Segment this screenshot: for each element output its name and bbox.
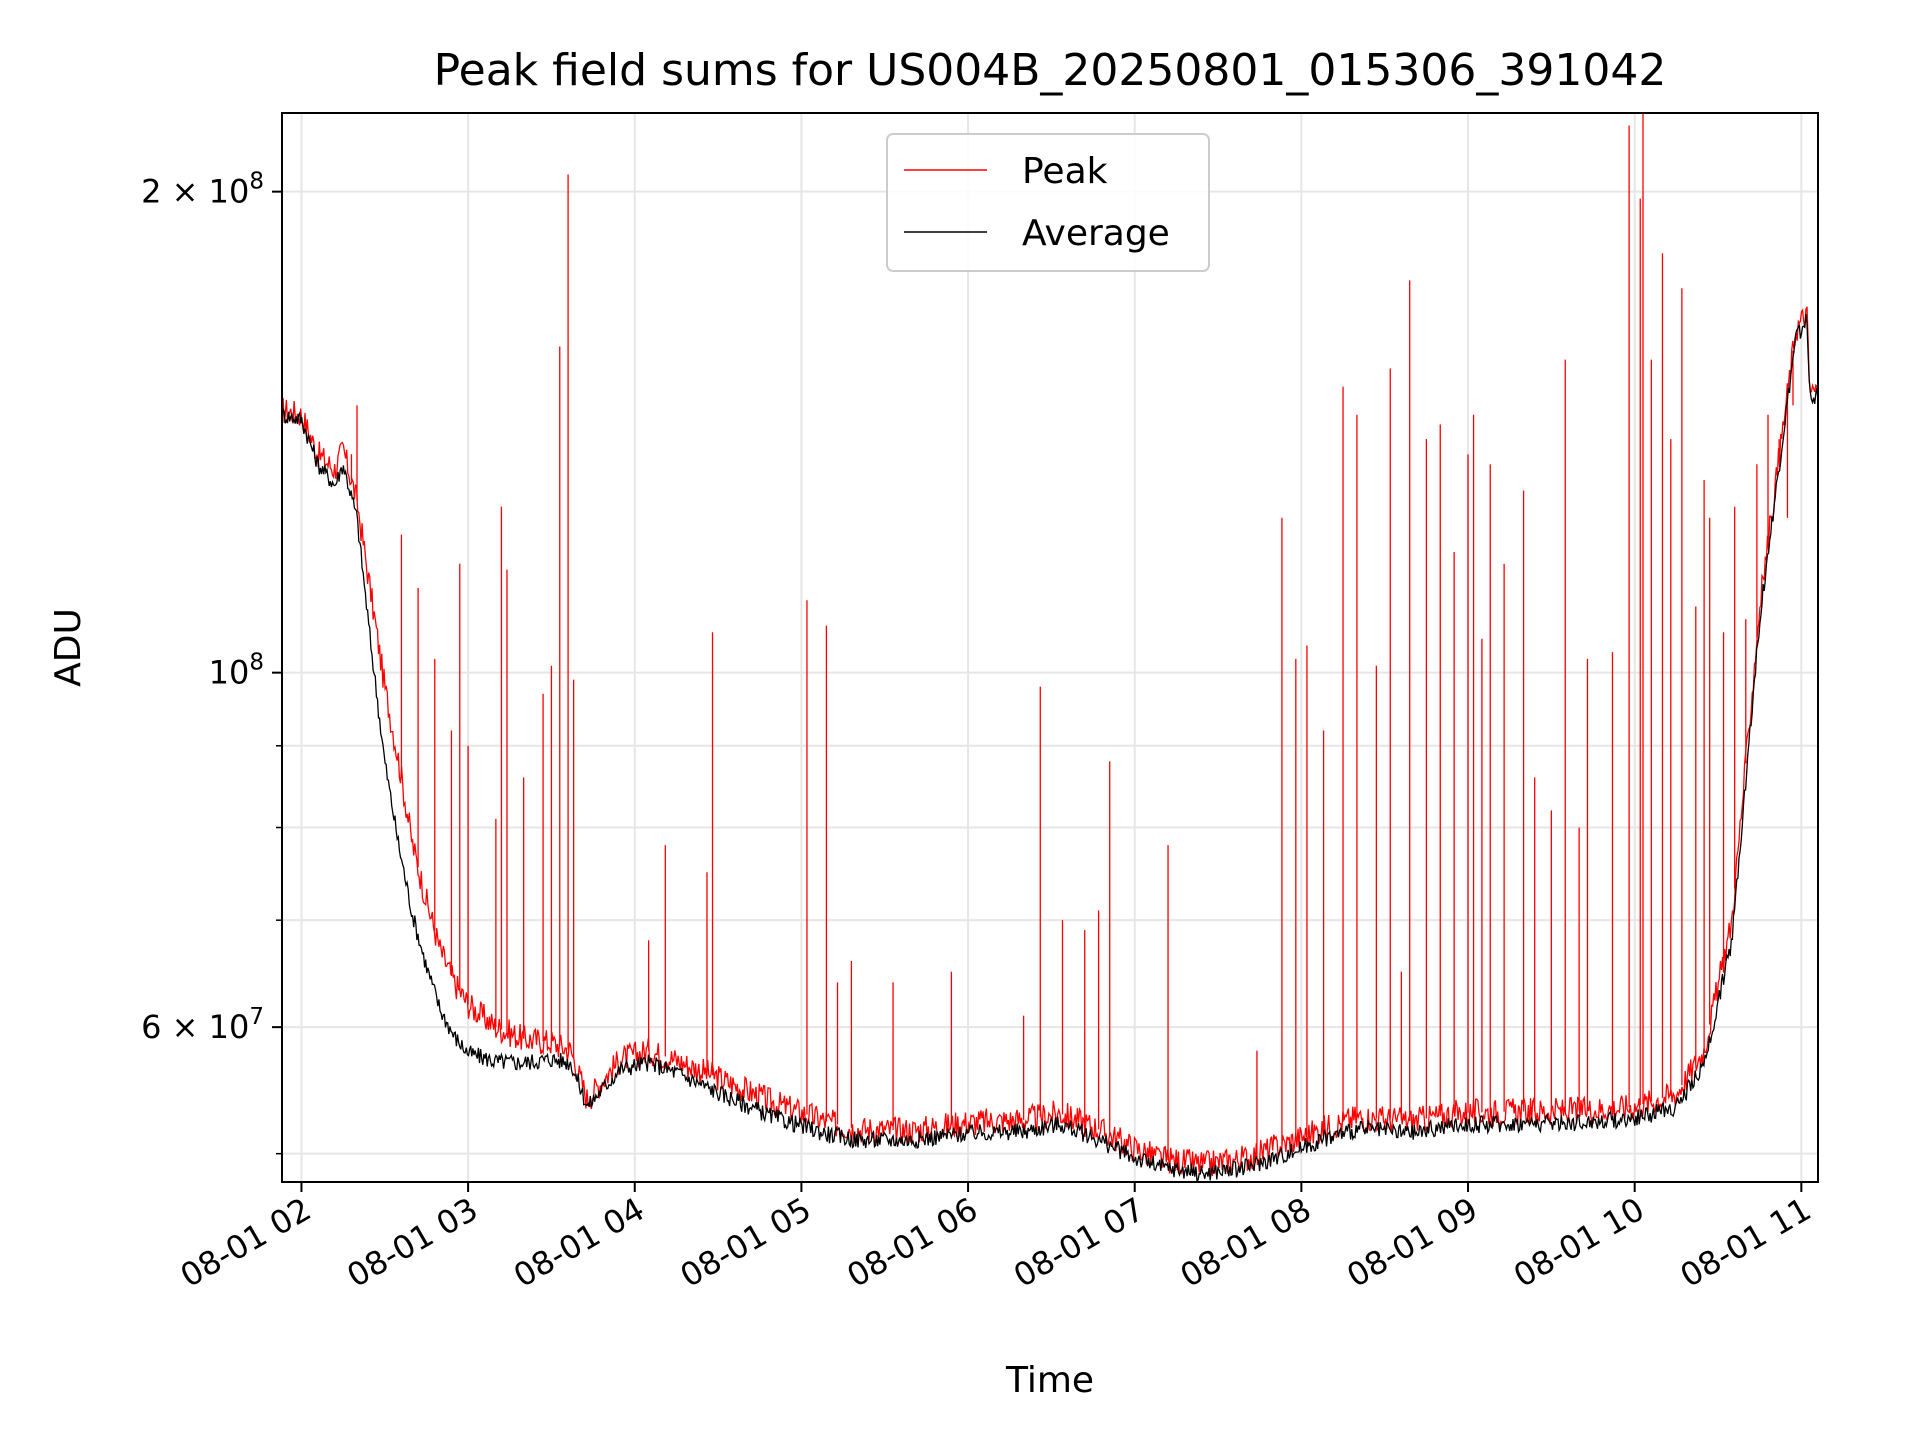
grid (282, 113, 1818, 1182)
legend: Peak Average (886, 133, 1210, 272)
series-layer (282, 113, 1818, 1182)
chart-title: Peak field sums for US004B_20250801_0153… (434, 45, 1667, 96)
plot-frame (281, 112, 1819, 1183)
series-average (282, 313, 1818, 1182)
y-tick-label: 108 (209, 650, 264, 692)
legend-label-average: Average (1022, 213, 1170, 254)
series-peak (282, 113, 1818, 1177)
y-tick-label: 6 × 107 (141, 1004, 264, 1046)
legend-label-peak: Peak (1022, 151, 1108, 192)
y-axis-label: ADU (48, 608, 89, 687)
y-tick-label: 2 × 108 (141, 169, 264, 211)
x-axis-label: Time (1005, 1360, 1094, 1401)
series-line-peak (282, 306, 1818, 1177)
series-line-average (282, 313, 1818, 1182)
legend-box (886, 133, 1210, 272)
